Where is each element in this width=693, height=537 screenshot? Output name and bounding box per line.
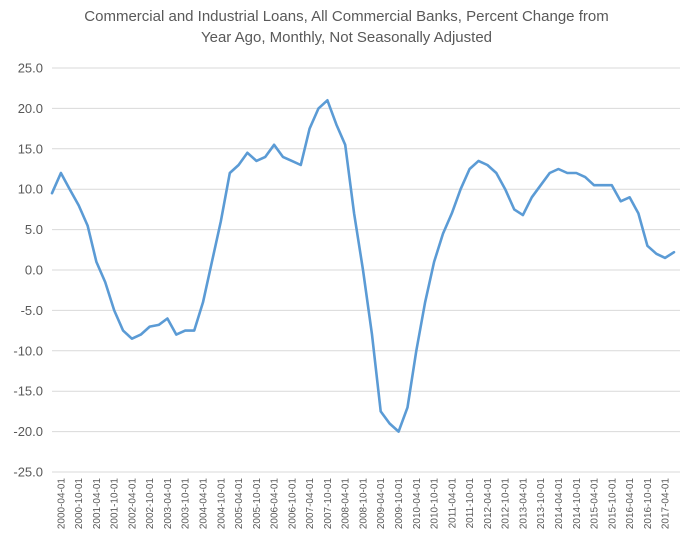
x-tick-label: 2004-04-01 xyxy=(199,478,210,530)
x-tick-label: 2015-10-01 xyxy=(607,478,618,530)
y-tick-label: 25.0 xyxy=(18,61,43,76)
x-tick-label: 2004-10-01 xyxy=(216,478,227,530)
x-tick-label: 2000-10-01 xyxy=(74,478,85,530)
y-tick-label: 20.0 xyxy=(18,101,43,116)
chart-title-line-2: Year Ago, Monthly, Not Seasonally Adjust… xyxy=(200,29,493,46)
x-tick-label: 2006-04-01 xyxy=(270,478,281,530)
series-line xyxy=(50,99,676,433)
x-tick-label: 2012-04-01 xyxy=(483,478,494,530)
y-tick-label: 0.0 xyxy=(25,263,43,278)
y-tick-label: 5.0 xyxy=(25,222,43,237)
x-tick-label: 2017-04-01 xyxy=(661,478,672,530)
x-tick-label: 2016-10-01 xyxy=(643,478,654,530)
x-tick-label: 2014-10-01 xyxy=(572,478,583,530)
x-tick-label: 2012-10-01 xyxy=(501,478,512,530)
y-tick-label: -15.0 xyxy=(13,384,43,399)
x-tick-label: 2005-10-01 xyxy=(252,478,263,530)
x-tick-label: 2002-04-01 xyxy=(127,478,138,530)
y-tick-label: 10.0 xyxy=(18,182,43,197)
x-tick-label: 2000-04-01 xyxy=(56,478,67,530)
x-tick-label: 2003-04-01 xyxy=(163,478,174,530)
x-tick-label: 2005-04-01 xyxy=(234,478,245,530)
x-tick-label: 2007-10-01 xyxy=(323,478,334,530)
y-tick-label: -20.0 xyxy=(13,424,43,439)
x-tick-label: 2003-10-01 xyxy=(181,478,192,530)
y-tick-label: -25.0 xyxy=(13,465,43,480)
x-tick-label: 2010-04-01 xyxy=(412,478,423,530)
x-tick-label: 2009-04-01 xyxy=(376,478,387,530)
x-tick-label: 2001-10-01 xyxy=(110,478,121,530)
x-tick-label: 2008-10-01 xyxy=(359,478,370,530)
x-tick-label: 2015-04-01 xyxy=(589,478,600,530)
x-tick-label: 2013-04-01 xyxy=(518,478,529,530)
y-tick-label: -5.0 xyxy=(21,303,43,318)
x-tick-label: 2009-10-01 xyxy=(394,478,405,530)
chart-title-line-1: Commercial and Industrial Loans, All Com… xyxy=(84,8,609,25)
x-tick-label: 2008-04-01 xyxy=(341,478,352,530)
x-tick-label: 2007-04-01 xyxy=(305,478,316,530)
x-tick-label: 2010-10-01 xyxy=(430,478,441,530)
y-tick-label: -10.0 xyxy=(13,343,43,358)
x-tick-label: 2016-04-01 xyxy=(625,478,636,530)
x-tick-label: 2002-10-01 xyxy=(145,478,156,530)
y-tick-label: 15.0 xyxy=(18,141,43,156)
x-tick-label: 2011-10-01 xyxy=(465,478,476,529)
x-tick-label: 2014-04-01 xyxy=(554,478,565,530)
x-tick-label: 2006-10-01 xyxy=(287,478,298,530)
x-tick-label: 2001-04-01 xyxy=(92,478,103,530)
x-tick-label: 2013-10-01 xyxy=(536,478,547,530)
x-tick-label: 2011-04-01 xyxy=(447,478,458,529)
